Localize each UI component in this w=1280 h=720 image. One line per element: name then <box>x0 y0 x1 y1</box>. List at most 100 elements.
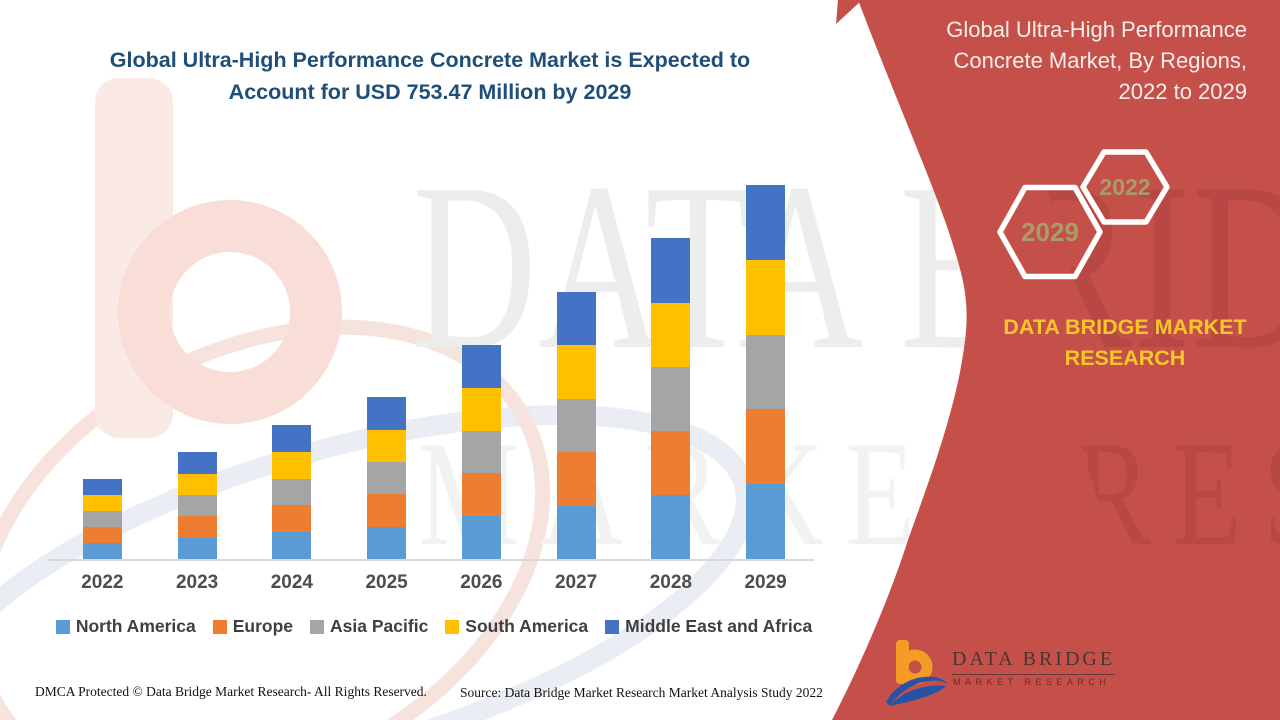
bar-segment <box>461 473 501 517</box>
bar-segment <box>556 345 596 399</box>
legend-label: Middle East and Africa <box>625 616 813 636</box>
x-axis-label: 2027 <box>554 572 598 593</box>
bar-segment <box>651 366 691 431</box>
bar-segment <box>556 505 596 559</box>
legend-item: Europe <box>212 616 294 637</box>
dmca-notice: DMCA Protected © Data Bridge Market Rese… <box>35 684 427 699</box>
bar-segment <box>746 259 786 335</box>
legend-item: South America <box>445 616 588 637</box>
legend-label: Europe <box>232 616 294 636</box>
x-axis-labels: 2022 2023 2024 2025 2026 2027 2028 2029 <box>55 572 813 594</box>
bar-chart-plot-area <box>55 179 813 559</box>
bar-segment <box>556 291 596 345</box>
stacked-bar-2029 <box>746 185 786 559</box>
bar-segment <box>461 516 501 559</box>
hexagon-2029-label: 2029 <box>1021 217 1079 247</box>
bar-segment <box>367 526 407 559</box>
bar-segment <box>367 494 407 527</box>
bar-segment <box>651 430 691 495</box>
stacked-bar-2024 <box>272 425 312 559</box>
logo-tagline: MARKET RESEARCH <box>953 677 1111 687</box>
bar-segment <box>177 452 217 474</box>
legend-swatch-icon <box>212 619 227 634</box>
bar-segment <box>82 510 122 527</box>
legend-label: South America <box>465 616 589 636</box>
bar-segment <box>367 429 407 462</box>
legend-label: North America <box>75 616 196 636</box>
bar-segment <box>272 505 312 533</box>
side-panel-title: Global Ultra-High Performance Concrete M… <box>946 17 1247 104</box>
bar-slot-2025 <box>339 179 434 559</box>
hexagon-2022: 2022 <box>1080 149 1170 225</box>
bar-slot-2028 <box>624 179 719 559</box>
bar-segment <box>746 409 786 485</box>
legend-item: Middle East and Africa <box>605 616 812 637</box>
bar-segment <box>177 516 217 538</box>
source-note: Source: Data Bridge Market Research Mark… <box>460 685 823 700</box>
footer-logo: DATA BRIDGE MARKET RESEARCH <box>884 636 1124 716</box>
bar-segment <box>367 461 407 495</box>
brand-name-line2: RESEARCH <box>1064 346 1186 370</box>
bar-slot-2024 <box>245 179 340 559</box>
legend-swatch-icon <box>310 619 325 634</box>
bar-slot-2023 <box>150 179 245 559</box>
bar-segment <box>461 387 501 431</box>
bar-segment <box>272 478 312 506</box>
logo-wordmark: DATA BRIDGE <box>952 648 1116 675</box>
x-axis-label: 2025 <box>365 572 408 593</box>
stacked-bar-2026 <box>461 345 501 559</box>
bar-segment <box>272 425 312 452</box>
bar-segment <box>461 430 501 474</box>
bar-segment <box>177 473 217 495</box>
bar-slot-2029 <box>718 179 813 559</box>
bar-segment <box>82 542 122 559</box>
bar-segment <box>651 302 691 367</box>
legend-label: Asia Pacific <box>330 616 429 636</box>
bar-segment <box>746 484 786 559</box>
bar-segment <box>82 526 122 543</box>
stacked-bar-2028 <box>651 238 691 559</box>
legend-swatch-icon <box>605 619 620 634</box>
bar-slot-2022 <box>55 179 150 559</box>
brand-name-block: DATA BRIDGE MARKET RESEARCH <box>985 312 1265 374</box>
year-hexagons: 2022 2029 <box>997 149 1170 280</box>
legend-swatch-icon <box>55 619 70 634</box>
legend-item: Asia Pacific <box>310 616 428 637</box>
bar-segment <box>556 398 596 452</box>
legend-swatch-icon <box>445 619 460 634</box>
bar-segment <box>461 345 501 388</box>
bar-slot-2027 <box>529 179 624 559</box>
x-axis-label: 2023 <box>175 572 219 593</box>
bar-segment <box>82 478 122 495</box>
bar-segment <box>746 334 786 410</box>
x-axis-label: 2028 <box>649 572 693 593</box>
bar-segment <box>272 451 312 479</box>
bar-segment <box>556 452 596 506</box>
dbmr-logo-icon <box>886 640 948 706</box>
stacked-bar-2022 <box>82 478 122 559</box>
bar-segment <box>367 397 407 430</box>
bar-segment <box>651 238 691 303</box>
x-axis-label: 2026 <box>460 572 503 593</box>
stacked-bar-2025 <box>367 397 407 559</box>
hexagon-2022-label: 2022 <box>1099 174 1150 200</box>
chart-legend: North America Europe Asia Pacific South Ame… <box>48 616 820 637</box>
bar-segment <box>177 494 217 517</box>
bar-segment <box>746 185 786 260</box>
hexagon-2029: 2029 <box>997 184 1103 280</box>
bar-segment <box>651 494 691 559</box>
stacked-bar-2027 <box>556 291 596 559</box>
stacked-bar-2023 <box>177 452 217 559</box>
bar-segment <box>177 537 217 559</box>
bar-slot-2026 <box>434 179 529 559</box>
x-axis-line <box>48 559 814 561</box>
brand-name-line1: DATA BRIDGE MARKET <box>1003 315 1247 339</box>
x-axis-label: 2024 <box>270 572 314 593</box>
x-axis-label: 2022 <box>81 572 124 593</box>
x-axis-label: 2029 <box>744 572 787 593</box>
bar-segment <box>82 494 122 511</box>
legend-item: North America <box>55 616 196 637</box>
bar-segment <box>272 532 312 559</box>
